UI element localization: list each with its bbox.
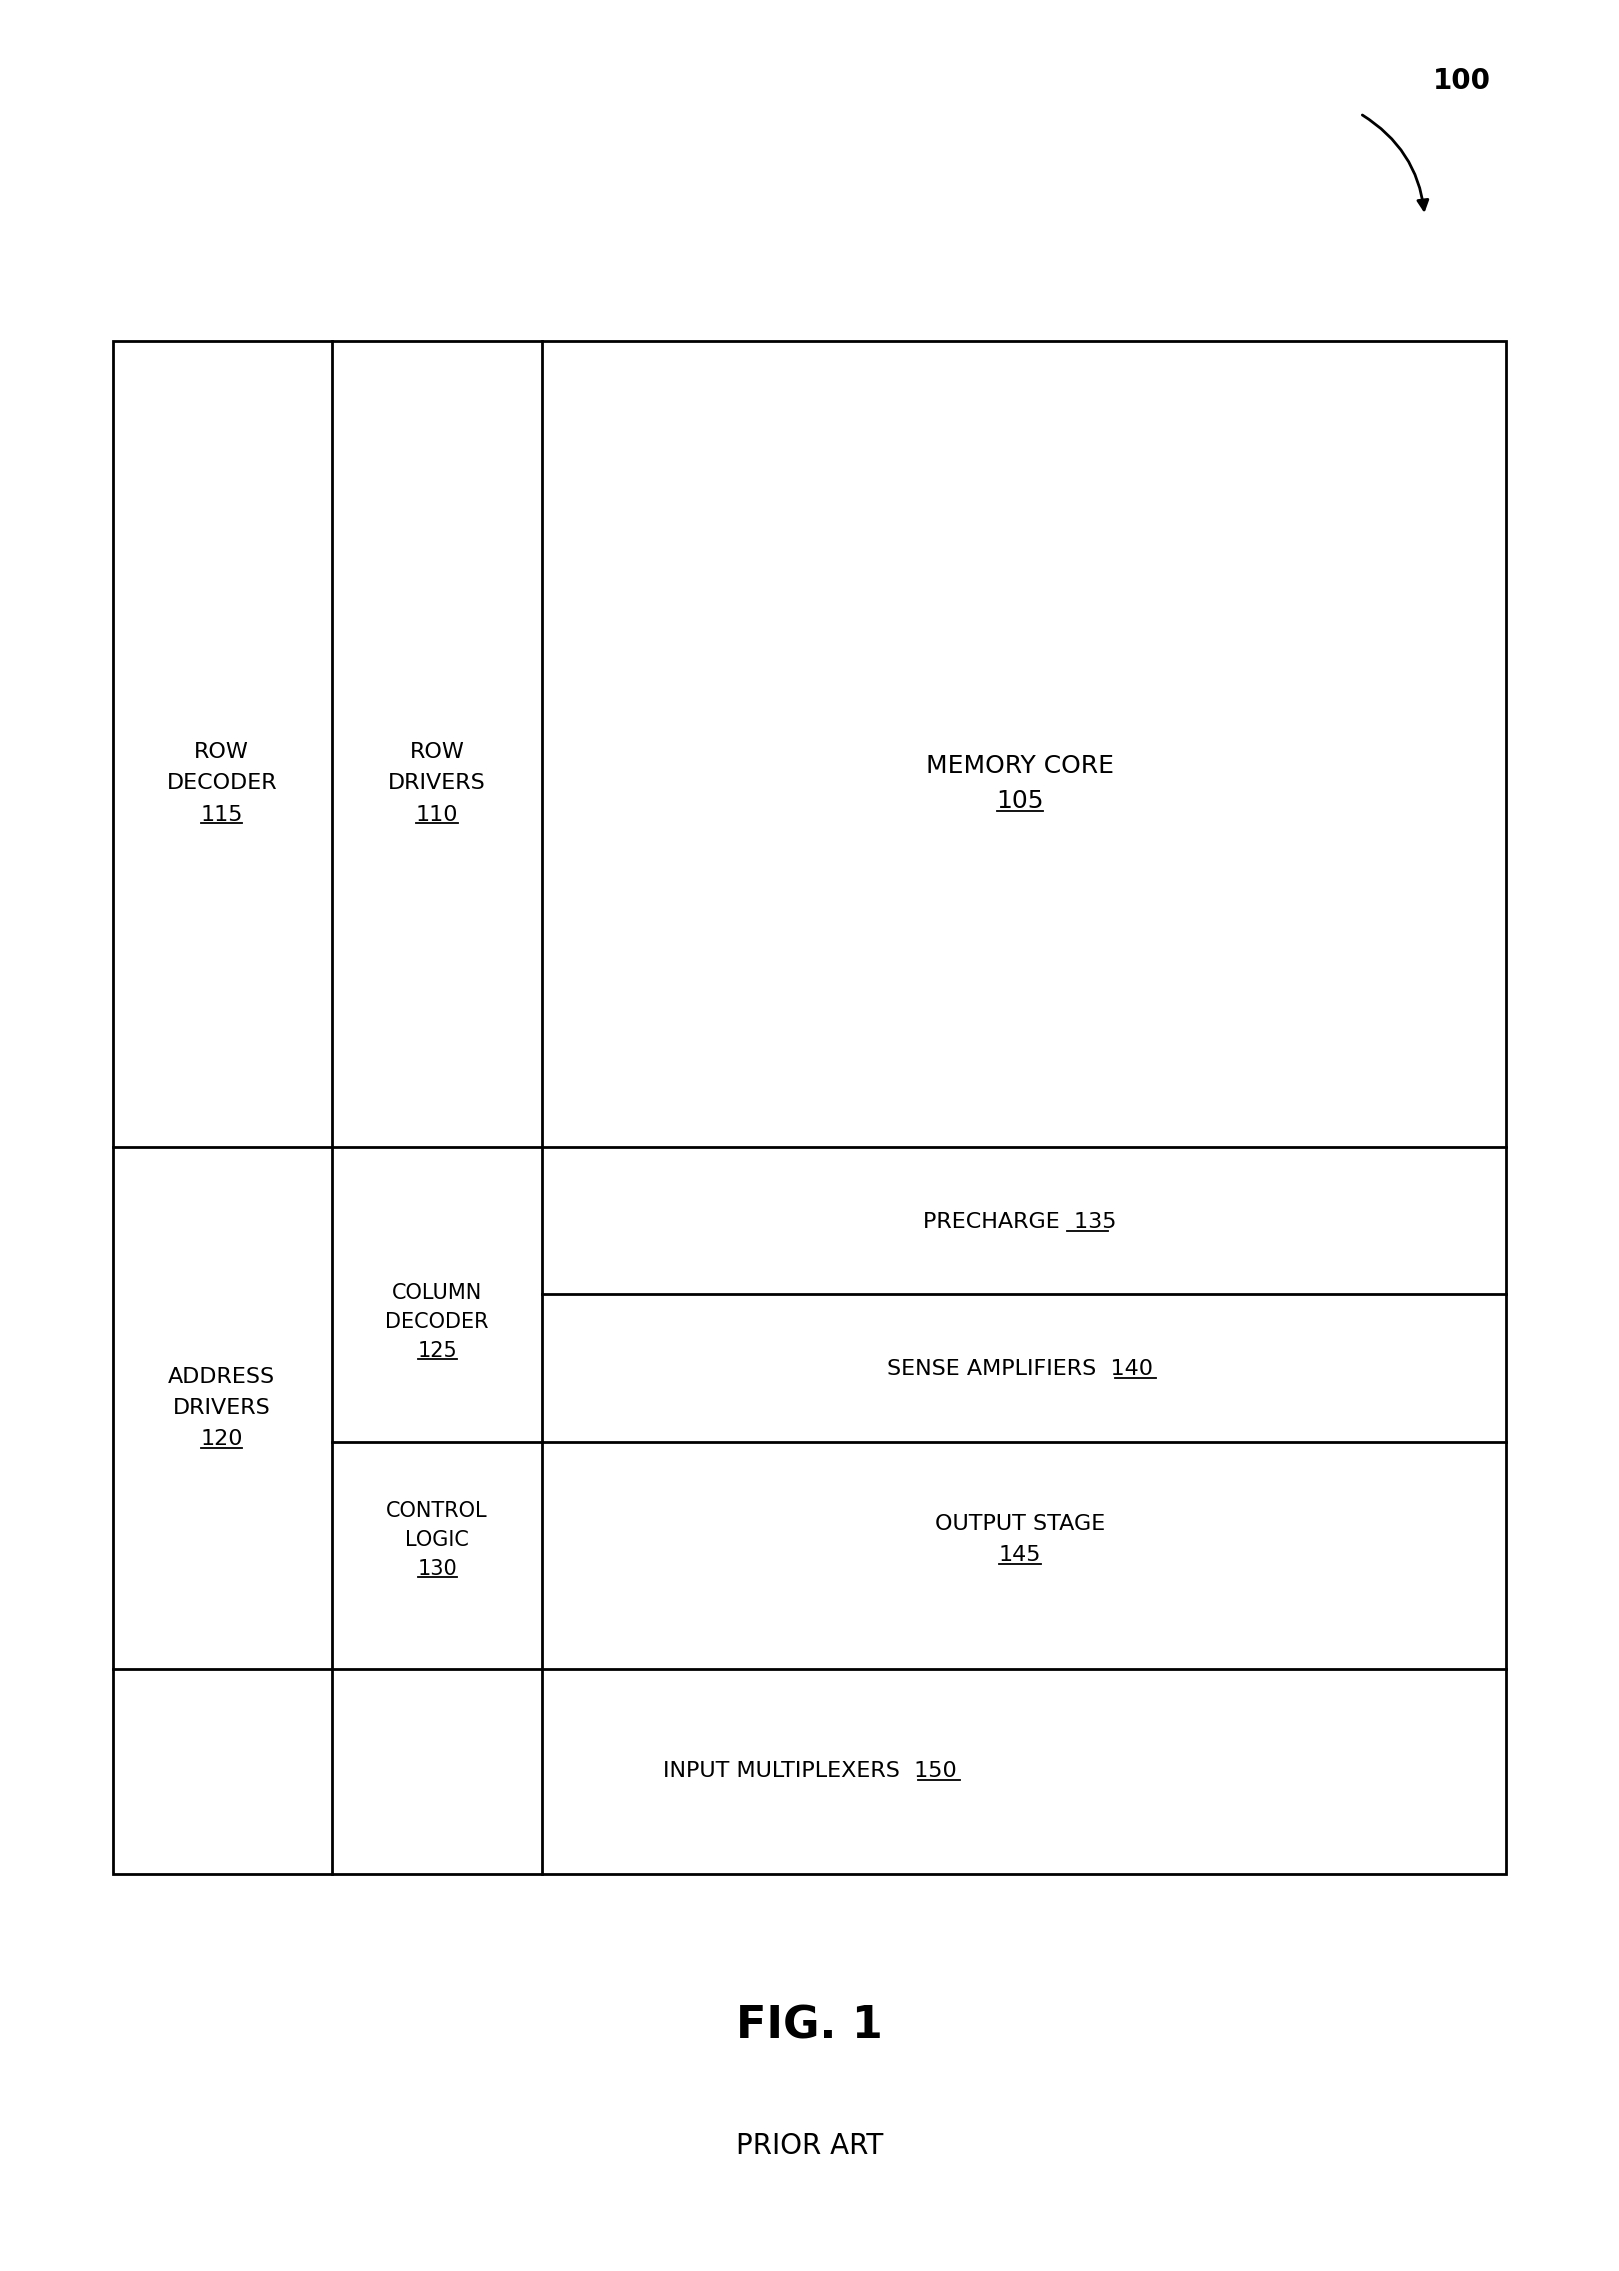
Text: ROW: ROW bbox=[194, 743, 249, 763]
Text: SENSE AMPLIFIERS  140: SENSE AMPLIFIERS 140 bbox=[887, 1360, 1153, 1378]
Text: CONTROL: CONTROL bbox=[387, 1501, 487, 1522]
Text: DECODER: DECODER bbox=[167, 774, 277, 793]
Text: OUTPUT STAGE: OUTPUT STAGE bbox=[934, 1515, 1106, 1535]
Text: PRECHARGE  135: PRECHARGE 135 bbox=[923, 1213, 1117, 1231]
Text: DRIVERS: DRIVERS bbox=[173, 1399, 270, 1417]
Text: 130: 130 bbox=[418, 1558, 457, 1578]
Text: PRIOR ART: PRIOR ART bbox=[737, 2132, 882, 2160]
Text: DECODER: DECODER bbox=[385, 1313, 489, 1331]
Text: 120: 120 bbox=[201, 1428, 243, 1449]
Text: 145: 145 bbox=[999, 1544, 1041, 1565]
Text: LOGIC: LOGIC bbox=[405, 1531, 470, 1549]
Text: 115: 115 bbox=[201, 804, 243, 824]
Text: 125: 125 bbox=[418, 1340, 457, 1360]
Text: FIG. 1: FIG. 1 bbox=[737, 2005, 882, 2046]
Text: ROW: ROW bbox=[410, 743, 465, 763]
Text: COLUMN: COLUMN bbox=[392, 1283, 482, 1304]
Text: INPUT MULTIPLEXERS  150: INPUT MULTIPLEXERS 150 bbox=[662, 1762, 957, 1780]
Text: 105: 105 bbox=[996, 788, 1044, 813]
Text: MEMORY CORE: MEMORY CORE bbox=[926, 754, 1114, 779]
Text: ADDRESS: ADDRESS bbox=[168, 1367, 275, 1388]
Text: 100: 100 bbox=[1433, 68, 1491, 95]
Bar bbox=[113, 341, 1506, 1874]
Text: 110: 110 bbox=[416, 804, 458, 824]
Text: DRIVERS: DRIVERS bbox=[389, 774, 486, 793]
